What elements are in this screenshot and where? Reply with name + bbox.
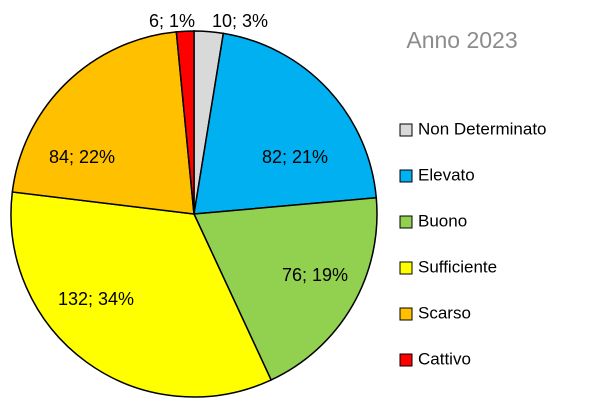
data-label: 132; 34% [58,289,134,309]
pie-slice [193,32,378,215]
legend-swatch [399,123,413,137]
data-label: 82; 21% [262,147,328,167]
legend-swatch [399,353,413,367]
pie-slice [11,31,195,215]
legend-label: Cattivo [418,349,471,368]
legend-swatch [399,261,413,275]
pie-slice [175,30,195,215]
data-label: 84; 22% [49,147,115,167]
legend-swatch [399,215,413,229]
chart-title: Anno 2023 [406,27,517,53]
pie-slice [192,196,378,381]
pie-slice [10,191,273,398]
legend-swatch [399,307,413,321]
legend-swatch [399,169,413,183]
legend-label: Elevato [418,165,475,184]
legend-label: Scarso [418,303,471,322]
data-label: 10; 3% [212,11,268,31]
legend-label: Buono [418,211,467,230]
data-label: 76; 19% [282,265,348,285]
legend-label: Sufficiente [418,257,497,276]
data-label: 6; 1% [149,11,195,31]
legend-label: Non Determinato [418,119,547,138]
